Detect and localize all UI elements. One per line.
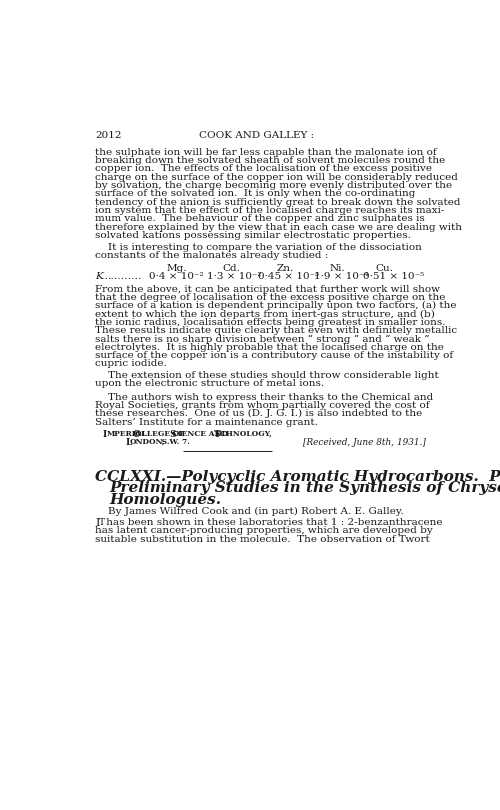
Text: From the above, it can be anticipated that further work will show: From the above, it can be anticipated th… — [95, 284, 440, 293]
Text: extent to which the ion departs from inert-gas structure, and (b): extent to which the ion departs from ine… — [95, 309, 435, 318]
Text: 0·51 × 10⁻⁵: 0·51 × 10⁻⁵ — [363, 272, 424, 281]
Text: constants of the malonates already studied :: constants of the malonates already studi… — [95, 251, 328, 260]
Text: It is interesting to compare the variation of the dissociation: It is interesting to compare the variati… — [95, 242, 422, 252]
Text: CIENCE AND: CIENCE AND — [172, 430, 228, 438]
Text: The extension of these studies should throw considerable light: The extension of these studies should th… — [95, 371, 439, 380]
Text: mum value.  The behaviour of the copper and zinc sulphates is: mum value. The behaviour of the copper a… — [95, 214, 425, 224]
Text: surface of a kation is dependent principally upon two factors, (a) the: surface of a kation is dependent princip… — [95, 301, 457, 310]
Text: Royal Societies, grants from whom partially covered the cost of: Royal Societies, grants from whom partia… — [95, 401, 430, 410]
Text: COOK AND GALLEY :: COOK AND GALLEY : — [198, 131, 314, 140]
Text: 1·9 × 10⁻⁴: 1·9 × 10⁻⁴ — [314, 272, 369, 281]
Text: suitable substitution in the molecule.  The observation of Twort: suitable substitution in the molecule. T… — [95, 535, 430, 544]
Text: T: T — [100, 518, 105, 527]
Text: has latent cancer-producing properties, which are developed by: has latent cancer-producing properties, … — [95, 526, 433, 535]
Text: Cd.: Cd. — [222, 264, 240, 273]
Text: ECHNOLOGY,: ECHNOLOGY, — [215, 430, 273, 438]
Text: by solvation, the charge becoming more evenly distributed over the: by solvation, the charge becoming more e… — [95, 181, 452, 190]
Text: Zn.: Zn. — [276, 264, 293, 273]
Text: S: S — [167, 430, 176, 439]
Text: 2012: 2012 — [95, 131, 122, 140]
Text: charge on the surface of the copper ion will be considerably reduced: charge on the surface of the copper ion … — [95, 173, 458, 181]
Text: These results indicate quite clearly that even with definitely metallic: These results indicate quite clearly tha… — [95, 326, 457, 335]
Text: …………: ………… — [100, 272, 142, 281]
Text: Preliminary Studies in the Synthesis of Chrysene: Preliminary Studies in the Synthesis of … — [109, 481, 500, 496]
Text: S.W. 7.: S.W. 7. — [158, 438, 190, 446]
Text: L: L — [126, 438, 132, 447]
Text: these researches.  One of us (D. J. G. I.) is also indebted to the: these researches. One of us (D. J. G. I.… — [95, 409, 422, 419]
Text: copper ion.  The effects of the localisation of the excess positive: copper ion. The effects of the localisat… — [95, 164, 432, 173]
Text: I: I — [95, 518, 100, 528]
Text: upon the electronic structure of metal ions.: upon the electronic structure of metal i… — [95, 379, 324, 388]
Text: The authors wish to express their thanks to the Chemical and: The authors wish to express their thanks… — [95, 393, 434, 402]
Text: therefore explained by the view that in each case we are dealing with: therefore explained by the view that in … — [95, 223, 462, 232]
Text: I: I — [103, 430, 107, 439]
Text: T: T — [210, 430, 220, 439]
Text: solvated kations possessing similar electrostatic properties.: solvated kations possessing similar elec… — [95, 231, 411, 240]
Text: that the degree of localisation of the excess positive charge on the: that the degree of localisation of the e… — [95, 293, 446, 302]
Text: C: C — [130, 430, 140, 439]
Text: breaking down the solvated sheath of solvent molecules round the: breaking down the solvated sheath of sol… — [95, 156, 446, 165]
Text: the ionic radius, localisation effects being greatest in smaller ions.: the ionic radius, localisation effects b… — [95, 318, 446, 326]
Text: ion system that the effect of the localised charge reaches its maxi-: ion system that the effect of the locali… — [95, 206, 445, 215]
Text: Ni.: Ni. — [330, 264, 345, 273]
Text: K: K — [95, 272, 103, 281]
Text: has been shown in these laboratories that 1 : 2-benzanthracene: has been shown in these laboratories tha… — [103, 518, 442, 527]
Text: OLLEGE OF: OLLEGE OF — [134, 430, 184, 438]
Text: ONDON,: ONDON, — [130, 438, 166, 446]
Text: cupric iodide.: cupric iodide. — [95, 360, 167, 369]
Text: By James Wilfred Cook and (in part) Robert A. E. Galley.: By James Wilfred Cook and (in part) Robe… — [108, 506, 404, 516]
Text: Cu.: Cu. — [375, 264, 393, 273]
Text: surface of the copper ion is a contributory cause of the instability of: surface of the copper ion is a contribut… — [95, 351, 453, 360]
Text: [Received, June 8th, 1931.]: [Received, June 8th, 1931.] — [303, 438, 426, 447]
Text: the sulphate ion will be far less capable than the malonate ion of: the sulphate ion will be far less capabl… — [95, 147, 436, 156]
Text: MPERIAL: MPERIAL — [106, 430, 146, 438]
Text: surface of the solvated ion.  It is only when the co-ordinating: surface of the solvated ion. It is only … — [95, 190, 416, 198]
Text: Salters’ Institute for a maintenance grant.: Salters’ Institute for a maintenance gra… — [95, 418, 318, 427]
Text: 1·3 × 10⁻²: 1·3 × 10⁻² — [206, 272, 262, 281]
Text: tendency of the anion is sufficiently great to break down the solvated: tendency of the anion is sufficiently gr… — [95, 198, 461, 207]
Text: 0·4 × 10⁻²: 0·4 × 10⁻² — [150, 272, 204, 281]
Text: 0·45 × 10⁻³: 0·45 × 10⁻³ — [258, 272, 319, 281]
Text: Homologues.: Homologues. — [109, 493, 221, 507]
Text: Mg.: Mg. — [167, 264, 188, 273]
Text: electrolytes.  It is highly probable that the localised charge on the: electrolytes. It is highly probable that… — [95, 343, 444, 352]
Text: CCLXXI.—Polycyclic Aromatic Hydrocarbons.  Part V.: CCLXXI.—Polycyclic Aromatic Hydrocarbons… — [95, 470, 500, 484]
Text: salts there is no sharp division between “ strong ” and “ weak ”: salts there is no sharp division between… — [95, 335, 430, 343]
